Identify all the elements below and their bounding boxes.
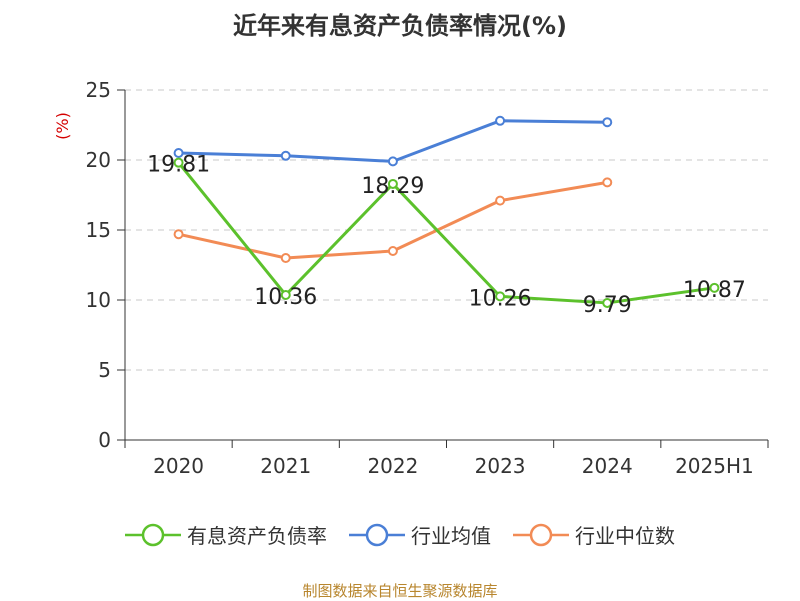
data-point — [709, 282, 720, 293]
series-line — [178, 119, 608, 163]
data-point — [495, 291, 506, 302]
data-point — [495, 115, 506, 126]
data-label-layer: 19.81 10.36 18.29 10.26 9.79 10.87 — [147, 153, 746, 318]
series-line — [177, 161, 715, 305]
data-point — [387, 246, 398, 256]
data-label: 10.26 — [469, 286, 532, 311]
x-tick-label: 2021 — [260, 454, 311, 478]
x-tick-label: 2023 — [475, 454, 526, 478]
y-axis-label: (%) — [53, 112, 72, 140]
data-label: 18.29 — [361, 174, 424, 199]
x-tick-label: 2022 — [367, 454, 418, 478]
legend-item: 行业中位数 — [513, 520, 675, 549]
data-point — [173, 148, 184, 158]
y-tick-label: 20 — [86, 148, 111, 172]
axis-layer: 0 5 10 15 20 25 2020 2021 2022 2023 2024 2025H1 — [86, 78, 769, 478]
legend-label: 行业均值 — [411, 524, 491, 548]
legend-item: 有息资产负债率 — [125, 520, 327, 549]
y-tick-label: 25 — [86, 78, 111, 102]
data-point — [387, 156, 398, 167]
x-tick-label: 2025H1 — [675, 454, 754, 478]
legend-swatch — [349, 522, 405, 548]
data-point — [602, 177, 613, 188]
y-tick-label: 0 — [98, 428, 111, 452]
data-point — [602, 117, 613, 128]
y-tick-label: 15 — [86, 218, 111, 242]
data-label: 9.79 — [583, 293, 632, 318]
data-point — [280, 253, 291, 263]
legend-label: 行业中位数 — [575, 524, 675, 548]
y-tick-label: 5 — [98, 358, 111, 382]
legend-swatch — [513, 522, 569, 548]
legend-label: 有息资产负债率 — [187, 524, 327, 548]
grid-layer — [125, 89, 768, 371]
y-tick-label: 10 — [86, 288, 111, 312]
series-layer — [173, 115, 720, 308]
data-label: 10.36 — [254, 285, 317, 310]
data-point — [280, 150, 291, 161]
chart-title: 近年来有息资产负债率情况(%) — [233, 12, 567, 40]
legend-item: 行业均值 — [349, 520, 491, 549]
data-point — [173, 157, 184, 168]
data-point — [280, 289, 291, 300]
data-label: 10.87 — [683, 278, 746, 303]
data-point — [173, 229, 184, 240]
data-point — [495, 195, 506, 206]
source-note: 制图数据来自恒生聚源数据库 — [302, 582, 498, 600]
x-tick-label: 2020 — [153, 454, 204, 478]
data-label: 19.81 — [147, 153, 210, 178]
data-point — [602, 297, 613, 308]
legend-swatch — [125, 522, 181, 548]
x-tick-label: 2024 — [582, 454, 633, 478]
data-point — [387, 178, 398, 189]
legend: 有息资产负债率 行业均值 行业中位数 — [0, 520, 800, 549]
